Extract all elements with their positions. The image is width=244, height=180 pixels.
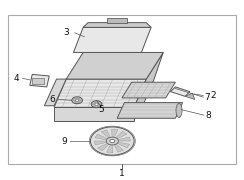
- Bar: [32, 78, 44, 84]
- Circle shape: [95, 103, 98, 105]
- Text: 7: 7: [204, 93, 210, 102]
- Polygon shape: [117, 103, 183, 118]
- Polygon shape: [117, 142, 130, 148]
- Ellipse shape: [176, 103, 182, 118]
- Circle shape: [78, 98, 80, 99]
- Polygon shape: [95, 134, 107, 140]
- Polygon shape: [122, 82, 175, 98]
- Circle shape: [92, 103, 94, 105]
- Text: 1: 1: [119, 169, 125, 178]
- Text: 2: 2: [211, 91, 216, 100]
- Polygon shape: [134, 52, 163, 109]
- Circle shape: [72, 97, 82, 104]
- Circle shape: [74, 102, 76, 103]
- Circle shape: [91, 127, 134, 155]
- Circle shape: [97, 105, 99, 107]
- Text: 8: 8: [206, 111, 212, 120]
- Circle shape: [94, 105, 96, 107]
- Circle shape: [97, 102, 99, 103]
- Text: 5: 5: [99, 105, 104, 114]
- Bar: [8, 15, 236, 164]
- Circle shape: [74, 98, 76, 99]
- Text: 4: 4: [13, 74, 19, 83]
- Circle shape: [73, 100, 75, 101]
- Polygon shape: [66, 52, 163, 79]
- Circle shape: [106, 137, 118, 145]
- Text: 6: 6: [50, 95, 55, 104]
- Circle shape: [94, 102, 96, 103]
- Polygon shape: [83, 23, 151, 27]
- Circle shape: [78, 102, 80, 103]
- Text: 3: 3: [63, 28, 69, 37]
- Circle shape: [75, 99, 79, 101]
- Polygon shape: [73, 27, 151, 52]
- Polygon shape: [54, 107, 134, 122]
- Polygon shape: [171, 87, 190, 96]
- Circle shape: [80, 100, 81, 101]
- Polygon shape: [94, 141, 107, 145]
- Polygon shape: [44, 79, 66, 106]
- Polygon shape: [112, 129, 118, 137]
- Text: 9: 9: [62, 136, 67, 145]
- Polygon shape: [98, 143, 109, 151]
- Circle shape: [110, 140, 115, 143]
- Bar: [107, 18, 127, 23]
- Polygon shape: [30, 74, 49, 87]
- Polygon shape: [118, 137, 131, 141]
- Circle shape: [91, 101, 102, 108]
- Polygon shape: [107, 145, 113, 153]
- Circle shape: [99, 103, 101, 105]
- Polygon shape: [116, 131, 127, 139]
- Polygon shape: [54, 79, 146, 107]
- Polygon shape: [114, 144, 123, 152]
- Polygon shape: [185, 93, 195, 100]
- Polygon shape: [101, 130, 111, 138]
